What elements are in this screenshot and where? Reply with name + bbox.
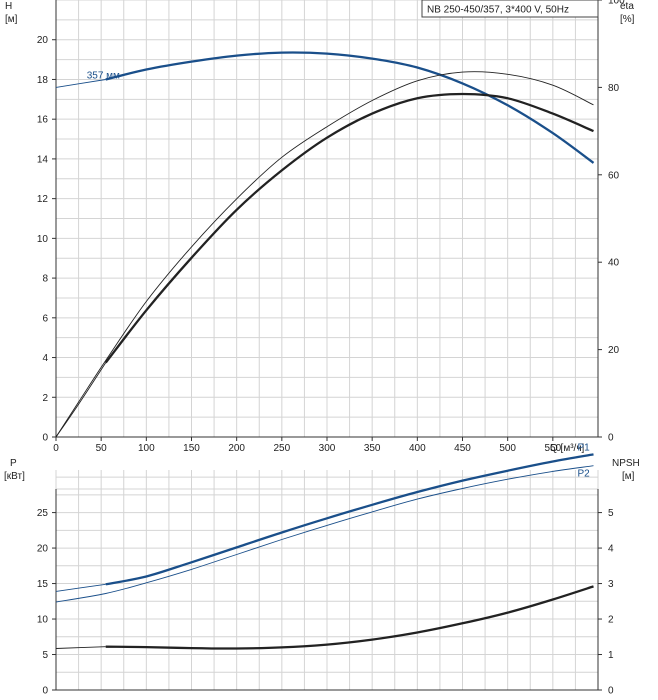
p-tick-label: 25 (37, 508, 49, 519)
h-axis-label: H (5, 1, 12, 12)
x-tick-label: 0 (53, 443, 59, 454)
h-tick-label: 8 (42, 274, 48, 285)
eta-tick-label: 80 (608, 83, 620, 94)
power-p1-thick-line (105, 453, 594, 586)
x-tick-label: 550 (544, 443, 561, 454)
p1-series-label: P1 (577, 442, 590, 453)
head-357--thick-line (105, 51, 595, 164)
h-tick-label: 6 (42, 313, 48, 324)
eta-tick-label: 20 (608, 345, 620, 356)
p-axis-unit: [кВт] (4, 471, 25, 482)
x-tick-label: 400 (409, 443, 426, 454)
eta-tick-label: 40 (608, 258, 620, 269)
h-tick-label: 18 (37, 75, 49, 86)
power-curve-2-thin-line (55, 646, 106, 649)
p-tick-label: 0 (42, 686, 48, 697)
npsh-tick-label: 0 (608, 686, 614, 697)
power-p2-thin-line (55, 465, 594, 603)
head-357--thin-line (55, 79, 106, 88)
head-curve-label: 357 мм (87, 70, 120, 81)
npsh-tick-label: 3 (608, 579, 614, 590)
npsh-axis-unit: [м] (622, 471, 635, 482)
npsh-axis-label: NPSH (612, 458, 640, 469)
x-axis-label: Q [м³/ч] (550, 443, 585, 454)
x-tick-label: 200 (228, 443, 245, 454)
head-curve-1-thick-line (104, 92, 594, 364)
eta-tick-label: 100 (608, 0, 625, 7)
model-legend-text: NB 250-450/357, 3*400 V, 50Hz (427, 5, 569, 16)
x-tick-label: 250 (273, 443, 290, 454)
head-curve-2-thin-line (55, 71, 594, 438)
x-tick-label: 300 (319, 443, 336, 454)
h-tick-label: 12 (37, 194, 49, 205)
h-tick-label: 20 (37, 35, 49, 46)
npsh-tick-label: 4 (608, 544, 614, 555)
npsh-tick-label: 5 (608, 508, 614, 519)
eta-axis-unit: [%] (620, 14, 635, 25)
h-tick-label: 10 (37, 234, 49, 245)
power-curve-2-thick-line (105, 585, 594, 650)
model-legend-box: NB 250-450/357, 3*400 V, 50Hz (421, 0, 599, 18)
x-tick-label: 100 (138, 443, 155, 454)
h-axis-unit: [м] (5, 14, 18, 25)
npsh-tick-label: 1 (608, 650, 614, 661)
p-tick-label: 5 (42, 650, 48, 661)
h-tick-label: 16 (37, 115, 49, 126)
eta-tick-label: 0 (608, 433, 614, 444)
x-tick-label: 150 (183, 443, 200, 454)
p-axis-label: P (10, 458, 17, 469)
x-tick-label: 50 (96, 443, 108, 454)
eta-axis-label: eta (620, 1, 634, 12)
h-tick-label: 4 (42, 353, 48, 364)
h-tick-label: 2 (42, 393, 48, 404)
x-tick-label: 350 (364, 443, 381, 454)
p-tick-label: 10 (37, 615, 49, 626)
npsh-tick-label: 2 (608, 615, 614, 626)
x-tick-label: 450 (454, 443, 471, 454)
eta-tick-label: 60 (608, 170, 620, 181)
series-layer (55, 51, 595, 650)
power-p1-thin-line (55, 583, 106, 592)
grid-layer (55, 0, 599, 691)
p2-series-label: P2 (577, 469, 590, 480)
h-tick-label: 0 (42, 433, 48, 444)
h-tick-label: 14 (37, 154, 49, 165)
p-tick-label: 20 (37, 544, 49, 555)
p-tick-label: 15 (37, 579, 49, 590)
x-tick-label: 500 (499, 443, 516, 454)
axis-layer (52, 0, 602, 691)
